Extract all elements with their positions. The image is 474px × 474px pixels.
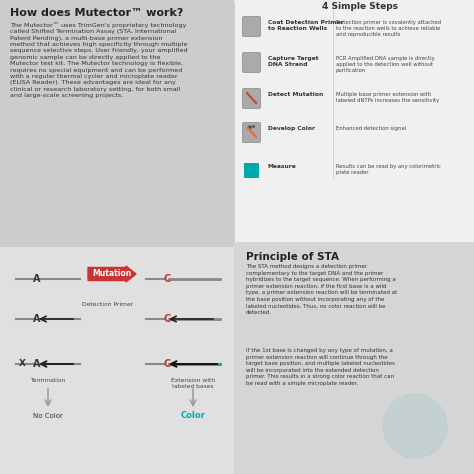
Text: Measure: Measure: [268, 164, 297, 169]
Text: Enhanced detection signal: Enhanced detection signal: [336, 126, 406, 131]
Text: The STA method designs a detection primer
complementary to the target DNA and th: The STA method designs a detection prime…: [246, 264, 397, 315]
FancyBboxPatch shape: [243, 53, 261, 73]
Text: Principle of STA: Principle of STA: [246, 252, 339, 262]
Text: Color: Color: [181, 411, 205, 420]
FancyBboxPatch shape: [243, 122, 261, 143]
Text: Coat Detection Primer
to Reaction Wells: Coat Detection Primer to Reaction Wells: [268, 20, 344, 31]
Text: A: A: [33, 359, 41, 369]
Text: PCR Amplified DNA sample is directly
applied to the detection well without
purif: PCR Amplified DNA sample is directly app…: [336, 56, 435, 73]
Text: Detect Mutation: Detect Mutation: [268, 92, 323, 97]
Text: Mutation: Mutation: [92, 270, 132, 279]
Text: Detection primer is covalently attached
to the reaction wells to achieve reliabl: Detection primer is covalently attached …: [336, 20, 441, 37]
Text: C: C: [164, 359, 171, 369]
FancyBboxPatch shape: [0, 244, 236, 474]
FancyBboxPatch shape: [0, 0, 235, 247]
Text: If the 1st base is changed by any type of mutation, a
primer extension reaction : If the 1st base is changed by any type o…: [246, 348, 395, 386]
Text: A: A: [33, 274, 41, 284]
Text: How does Mutector™ work?: How does Mutector™ work?: [10, 8, 183, 18]
Circle shape: [383, 394, 447, 458]
FancyBboxPatch shape: [244, 163, 259, 178]
Text: The Mutector™ uses TrimGen's proprietary technology
called Shifted Termination A: The Mutector™ uses TrimGen's proprietary…: [10, 22, 188, 98]
Text: Detection Primer: Detection Primer: [82, 302, 134, 307]
Text: No Color: No Color: [33, 413, 63, 419]
Text: Termination: Termination: [30, 378, 66, 383]
FancyArrow shape: [88, 266, 136, 282]
FancyBboxPatch shape: [243, 89, 261, 109]
Text: A: A: [33, 314, 41, 324]
Text: C: C: [164, 274, 171, 284]
FancyBboxPatch shape: [243, 17, 261, 36]
Text: Capture Target
DNA Strand: Capture Target DNA Strand: [268, 56, 319, 67]
Text: X: X: [18, 359, 26, 368]
FancyBboxPatch shape: [234, 242, 474, 474]
Text: 4 Simple Steps: 4 Simple Steps: [322, 2, 398, 11]
Text: Develop Color: Develop Color: [268, 126, 315, 131]
Text: Multiple base primer extension with
labeled dNTPs increases the sensitivity: Multiple base primer extension with labe…: [336, 92, 439, 103]
Text: Results can be read by any colorimetric
plate reader: Results can be read by any colorimetric …: [336, 164, 441, 175]
Text: Extension with
labeled bases: Extension with labeled bases: [171, 378, 215, 389]
Text: C: C: [164, 314, 171, 324]
